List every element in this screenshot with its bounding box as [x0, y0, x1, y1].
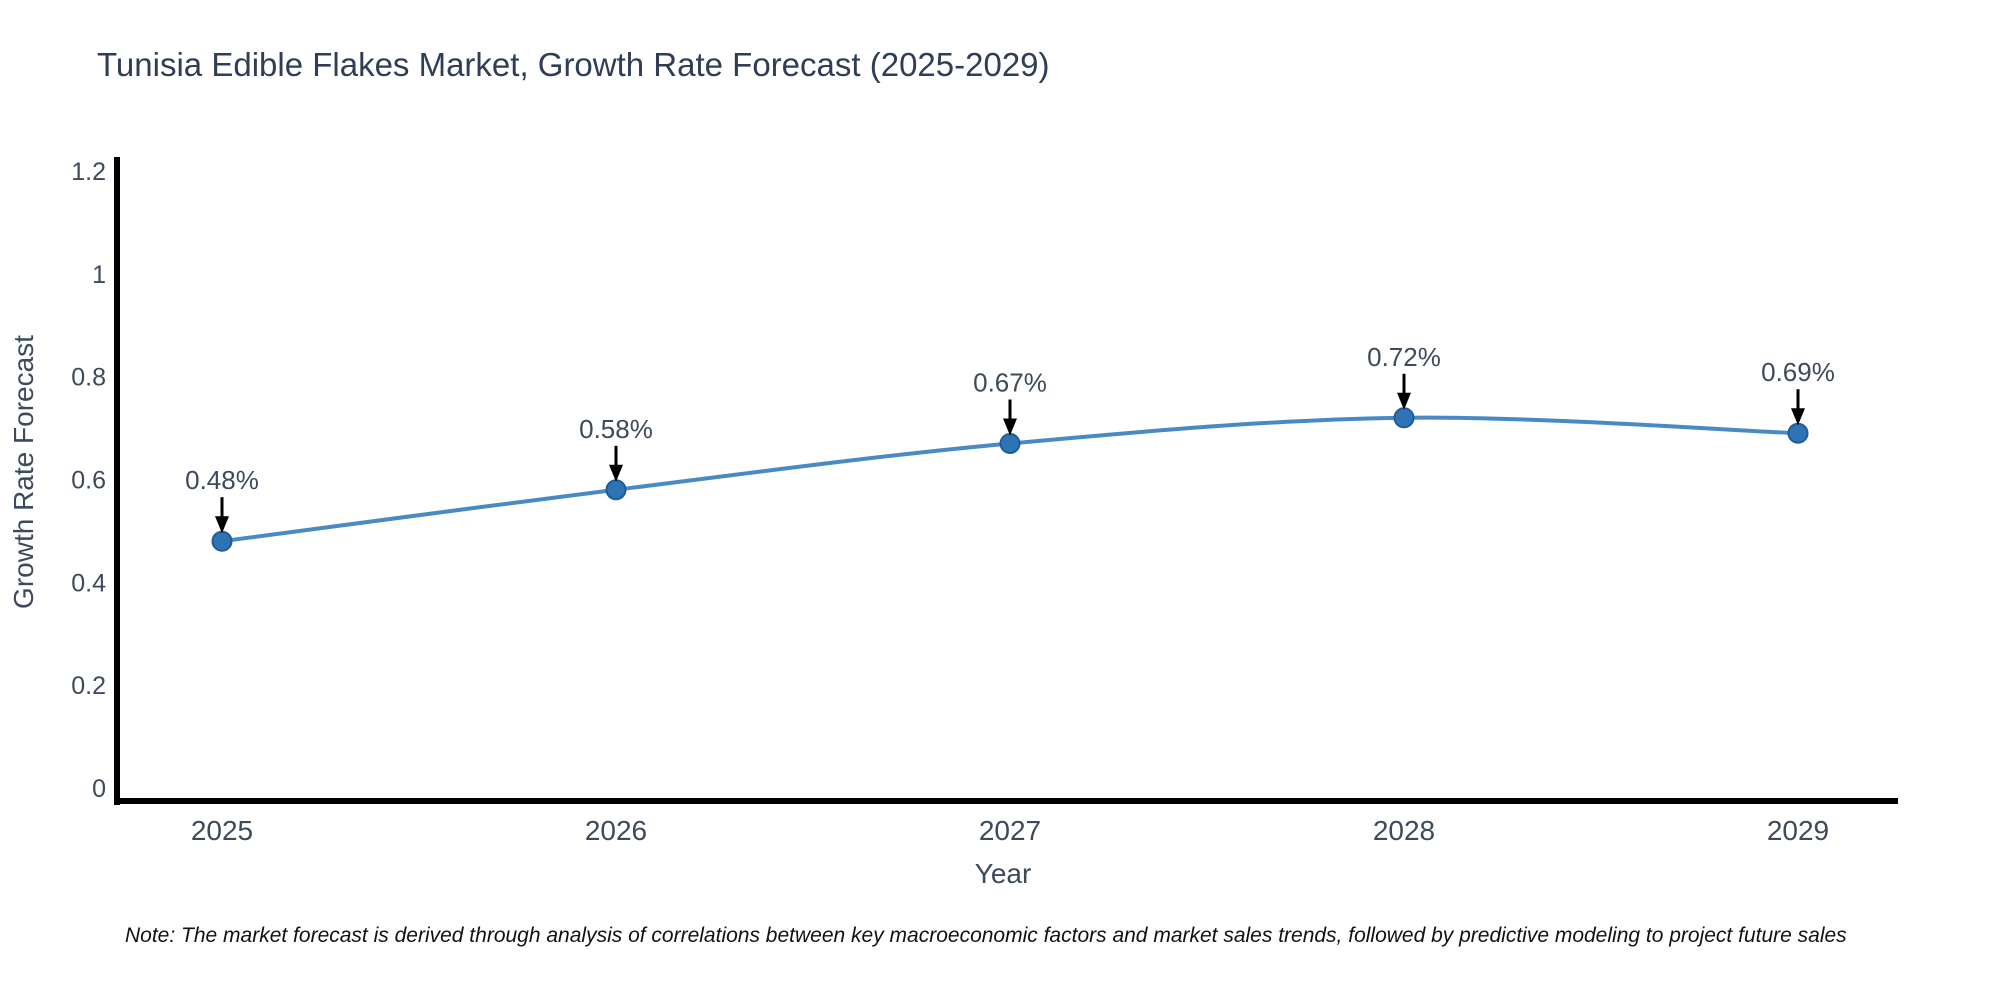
x-tick-label: 2025 — [191, 815, 253, 846]
y-tick-label: 0.6 — [71, 466, 106, 494]
y-tick-label: 1 — [92, 261, 106, 289]
chart-title: Tunisia Edible Flakes Market, Growth Rat… — [97, 46, 1050, 83]
annotation-arrowhead-icon — [215, 516, 229, 534]
x-axis-title: Year — [974, 858, 1032, 889]
x-tick-label: 2028 — [1373, 815, 1435, 846]
x-tick-label: 2027 — [979, 815, 1041, 846]
data-point-marker — [1787, 422, 1809, 444]
data-point-label: 0.48% — [185, 465, 259, 495]
data-point-marker — [999, 433, 1021, 455]
footnote: Note: The market forecast is derived thr… — [125, 924, 1847, 947]
annotation-arrowhead-icon — [609, 464, 623, 482]
data-point-label: 0.72% — [1367, 342, 1441, 372]
y-tick-label: 0.8 — [71, 364, 106, 392]
y-tick-label: 0.4 — [71, 569, 106, 597]
y-tick-label: 0.2 — [71, 672, 106, 700]
y-tick-label: 1.2 — [71, 158, 106, 186]
annotation-arrowhead-icon — [1397, 392, 1411, 410]
data-point-label: 0.67% — [973, 368, 1047, 398]
data-point-label: 0.58% — [579, 414, 653, 444]
annotation-arrowhead-icon — [1791, 408, 1805, 426]
x-tick-label: 2026 — [585, 815, 647, 846]
data-point-label: 0.69% — [1761, 357, 1835, 387]
data-point-marker — [211, 530, 233, 552]
data-point-marker — [1393, 407, 1415, 429]
data-point-marker — [605, 479, 627, 501]
y-tick-label: 0 — [92, 775, 106, 803]
annotation-arrowhead-icon — [1003, 418, 1017, 436]
x-tick-label: 2029 — [1767, 815, 1829, 846]
